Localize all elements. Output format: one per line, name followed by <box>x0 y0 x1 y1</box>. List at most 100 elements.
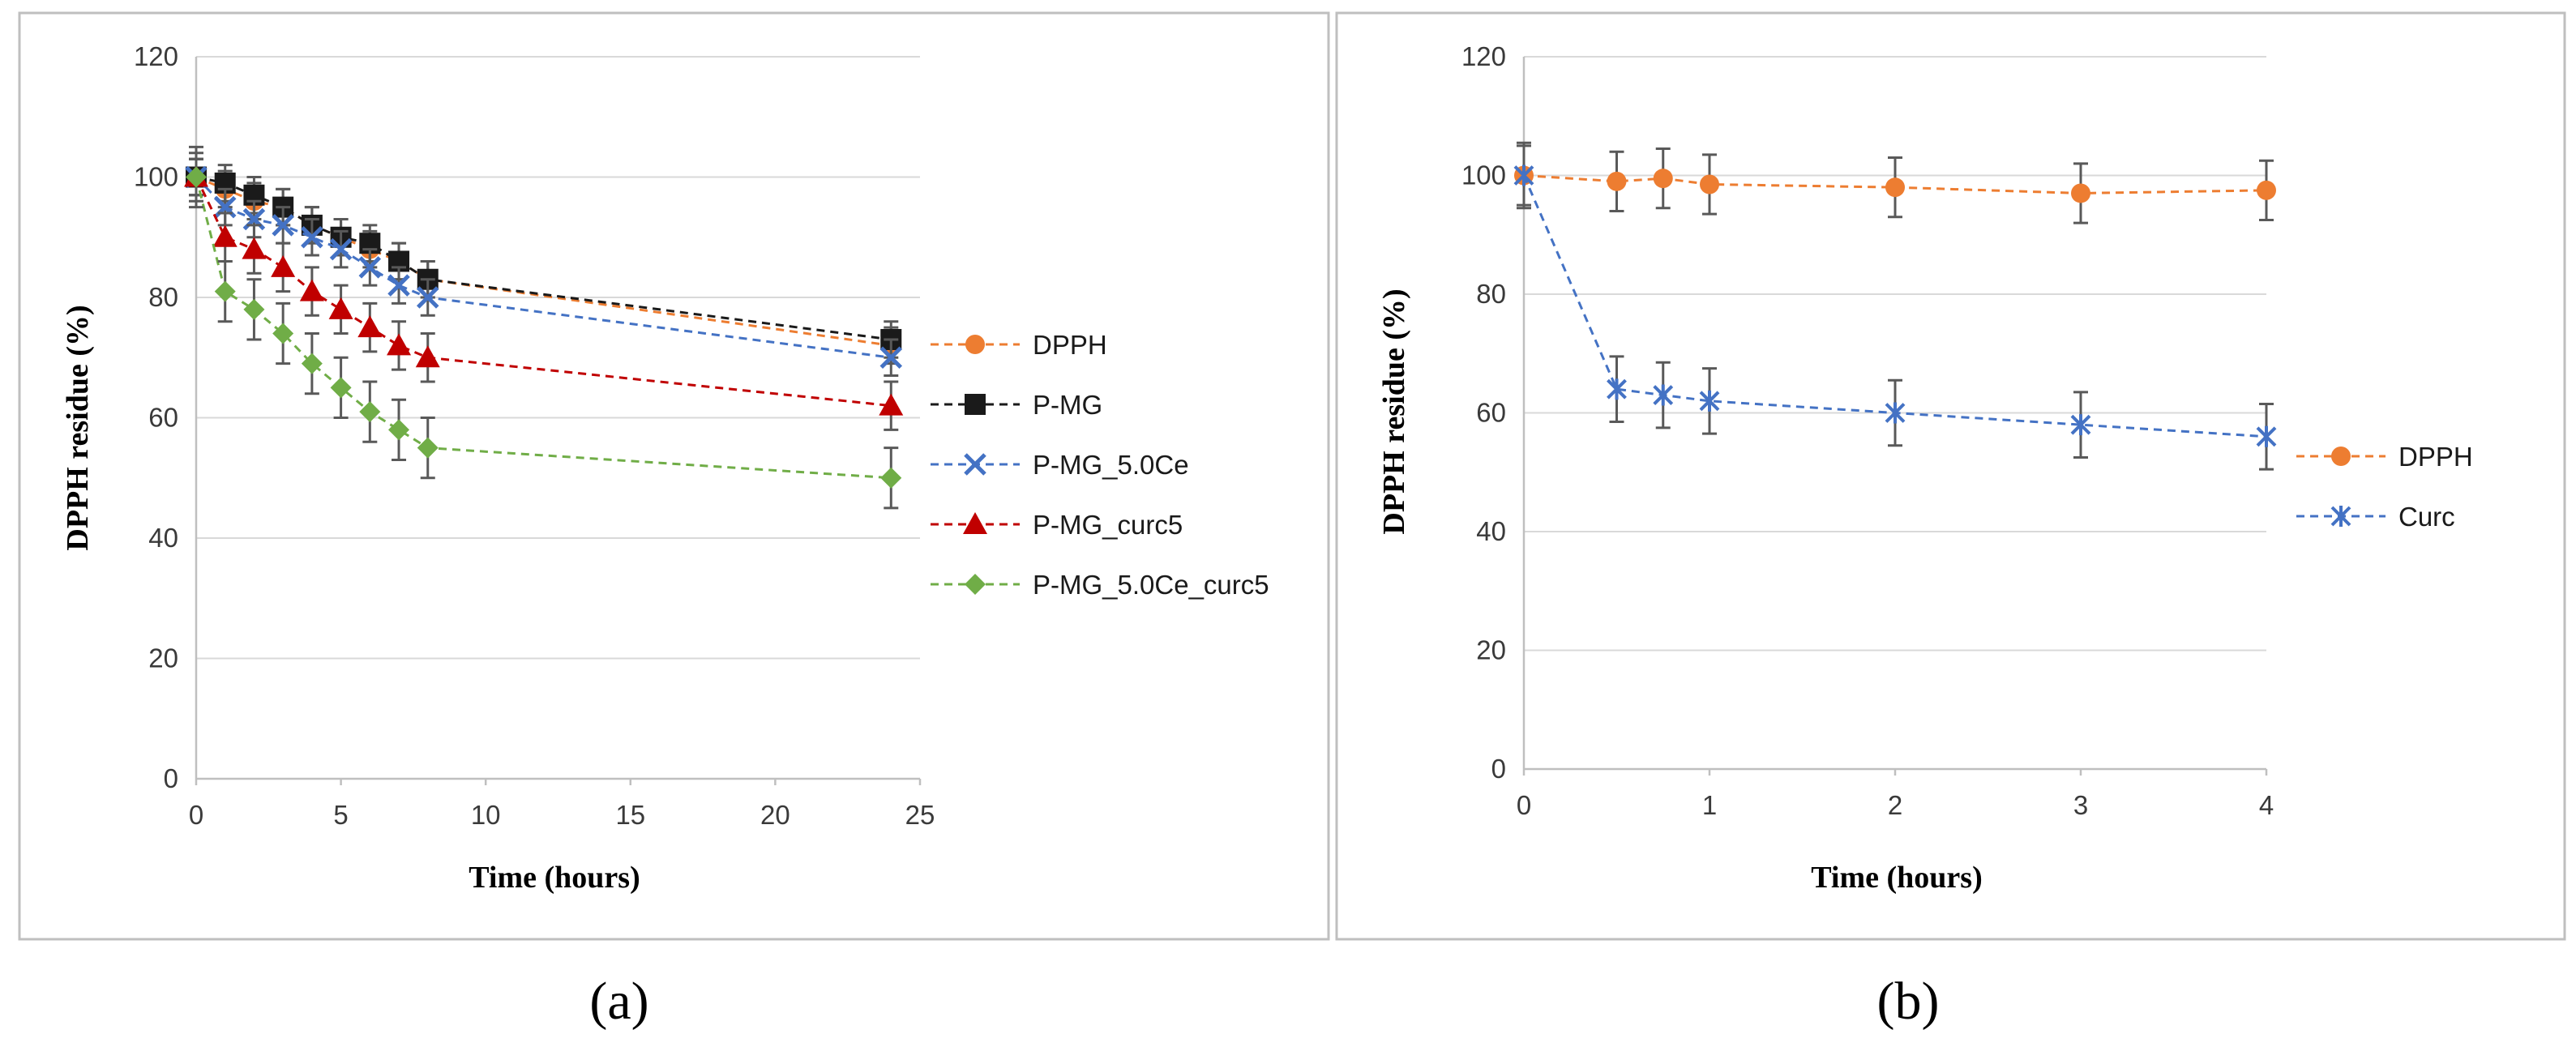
chart-b-series-curc <box>1513 141 2277 471</box>
chart-b-legend-item-curc: Curc <box>2296 502 2455 532</box>
chart-b-frame <box>1335 11 2566 941</box>
chart-a-legend-swatch-marker <box>964 453 986 476</box>
chart-b-x-tick-label: 0 <box>1517 790 1531 820</box>
chart-a-legend-swatch-marker <box>965 394 986 415</box>
chart-b-point-dpph <box>1653 169 1673 189</box>
chart-a-legend-swatch-marker <box>965 574 986 595</box>
chart-a-legend-label: P-MG <box>1033 390 1102 420</box>
chart-a-point-p-mg-5-0ce-curc5 <box>417 437 439 459</box>
chart-a-y-tick-label: 20 <box>148 643 178 673</box>
chart-b-legend-swatch-marker <box>2331 447 2351 466</box>
chart-a-series-line-p-mg-curc5 <box>195 176 892 408</box>
panel-label-b: (b) <box>1877 972 1940 1031</box>
chart-a-point-p-mg-5-0ce <box>301 225 323 249</box>
chart-b-y-tick-label: 60 <box>1476 398 1506 428</box>
chart-a-x-tick-label: 0 <box>189 800 203 830</box>
chart-b-y-tick-label: 100 <box>1461 160 1506 190</box>
chart-a-point-p-mg-curc5 <box>415 345 440 368</box>
chart-a-point-p-mg-5-0ce <box>879 346 903 370</box>
chart-b-point-curc <box>1885 402 1906 424</box>
chart-a-legend-label: P-MG_5.0Ce_curc5 <box>1033 570 1269 600</box>
chart-a-point-p-mg-curc5 <box>212 224 237 247</box>
chart-a-y-tick-label: 40 <box>148 523 178 553</box>
chart-a-point-p-mg-5-0ce-curc5 <box>880 467 902 489</box>
chart-b-y-tick-label: 120 <box>1461 41 1506 71</box>
chart-a-y-tick-label: 0 <box>164 763 178 793</box>
chart-b-point-curc <box>1607 378 1627 400</box>
chart-a-tick-labels: 0 20 40 60 80 100 120 0 5 10 15 20 25 <box>134 41 935 830</box>
chart-a-x-tick-label: 10 <box>471 800 501 830</box>
chart-b-series <box>1513 141 2277 471</box>
chart-a-legend-label: P-MG_5.0Ce <box>1033 450 1189 480</box>
chart-b-point-dpph <box>1885 177 1905 198</box>
chart-a-point-p-mg-5-0ce-curc5 <box>388 419 410 441</box>
chart-b-legend-label: Curc <box>2398 502 2455 532</box>
chart-b-y-tick-label: 80 <box>1476 279 1506 309</box>
chart-b-legend-label: DPPH <box>2398 442 2473 472</box>
chart-b-y-axis-title: DPPH residue (%) <box>1377 288 1411 534</box>
chart-a-legend-swatch-marker <box>963 512 987 534</box>
chart-a-y-tick-label: 100 <box>134 162 178 192</box>
chart-b-legend-item-dpph: DPPH <box>2296 442 2473 472</box>
chart-a-x-tick-label: 5 <box>333 800 348 830</box>
chart-a-point-p-mg-curc5 <box>299 279 324 301</box>
chart-a-series-p-mg-5-0ce-curc5 <box>186 145 902 510</box>
chart-a-x-tick-label: 20 <box>760 800 790 830</box>
chart-a-frame <box>18 11 1330 941</box>
chart-b-x-tick-label: 2 <box>1888 790 1902 820</box>
chart-b-y-tick-label: 40 <box>1476 516 1506 546</box>
chart-a-point-p-mg-curc5 <box>879 393 904 416</box>
chart-a-point-p-mg-curc5 <box>271 254 296 277</box>
chart-a-point-p-mg-curc5 <box>242 237 267 259</box>
chart-b-point-dpph <box>2257 180 2276 200</box>
chart-a-series <box>184 145 904 510</box>
chart-b-point-curc <box>2256 425 2277 447</box>
chart-a-series-line-p-mg <box>195 176 892 341</box>
chart-b-point-dpph <box>1607 171 1627 191</box>
chart-b-x-tick-label: 1 <box>1702 790 1717 820</box>
chart-a-point-p-mg-5-0ce <box>416 286 439 309</box>
chart-a-legend-label: P-MG_curc5 <box>1033 510 1183 540</box>
chart-a-series-line-p-mg-5-0ce <box>195 176 892 359</box>
chart-a-point-p-mg-5-0ce-curc5 <box>301 353 323 374</box>
chart-panel-a: 0 20 40 60 80 100 120 0 5 10 15 20 25 DPPH P-MG P-MG_5… <box>18 11 1330 941</box>
chart-a-point-p-mg-curc5 <box>328 297 353 319</box>
chart-b-point-dpph <box>2071 183 2090 203</box>
chart-a-gridlines <box>196 56 920 660</box>
chart-b-tick-labels: 0 20 40 60 80 100 120 0 1 2 3 4 <box>1461 41 2274 820</box>
chart-b-y-tick-label: 0 <box>1491 754 1506 784</box>
chart-a-point-p-mg-5-0ce-curc5 <box>214 280 236 302</box>
chart-b-x-tick-label: 4 <box>2259 790 2274 820</box>
chart-b-point-curc <box>1513 165 1534 186</box>
chart-b-point-curc <box>1699 390 1720 412</box>
chart-b-y-tick-label: 20 <box>1476 635 1506 665</box>
chart-b-point-curc <box>2070 414 2091 436</box>
chart-a-point-p-mg-curc5 <box>357 315 383 338</box>
chart-b-series-dpph <box>1514 144 2276 224</box>
chart-a-legend-item-dpph: DPPH <box>931 330 1107 360</box>
chart-a-point-p-mg-5-0ce-curc5 <box>186 166 207 188</box>
chart-a-y-tick-label: 80 <box>148 282 178 312</box>
chart-a-legend-item-p-mg-curc5: P-MG_curc5 <box>931 510 1183 540</box>
chart-a-point-p-mg-5-0ce <box>272 214 294 237</box>
chart-panel-b: 0 20 40 60 80 100 120 0 1 2 3 4 DPPH Curc Time (hour… <box>1335 11 2566 941</box>
chart-a-series-line-p-mg-5-0ce-curc5 <box>195 177 892 480</box>
chart-a-point-p-mg-curc5 <box>387 333 412 356</box>
chart-a-point-p-mg-5-0ce <box>358 256 382 279</box>
chart-a-legend: DPPH P-MG P-MG_5.0Ce P-MG_curc5 P-MG_5.0Ce_c… <box>931 330 1269 600</box>
chart-a-legend-item-p-mg-5-0ce: P-MG_5.0Ce <box>931 450 1189 480</box>
chart-a-x-tick-label: 25 <box>905 800 935 830</box>
chart-a-point-p-mg-5-0ce-curc5 <box>330 377 352 399</box>
chart-a-legend-item-p-mg-5-0ce-curc5: P-MG_5.0Ce_curc5 <box>931 570 1269 600</box>
chart-a-x-axis-title: Time (hours) <box>469 861 640 895</box>
chart-b-x-axis-title: Time (hours) <box>1811 861 1982 895</box>
chart-a-y-tick-label: 60 <box>148 403 178 433</box>
panel-label-a: (a) <box>589 972 648 1031</box>
chart-a-point-p-mg-5-0ce <box>329 237 353 261</box>
chart-a-legend-swatch-marker <box>965 335 985 354</box>
chart-b-point-curc <box>1653 384 1674 406</box>
chart-a-point-p-mg-5-0ce-curc5 <box>359 401 381 423</box>
chart-b-legend: DPPH Curc <box>2296 442 2473 532</box>
chart-a-y-axis-title: DPPH residue (%) <box>61 305 95 550</box>
